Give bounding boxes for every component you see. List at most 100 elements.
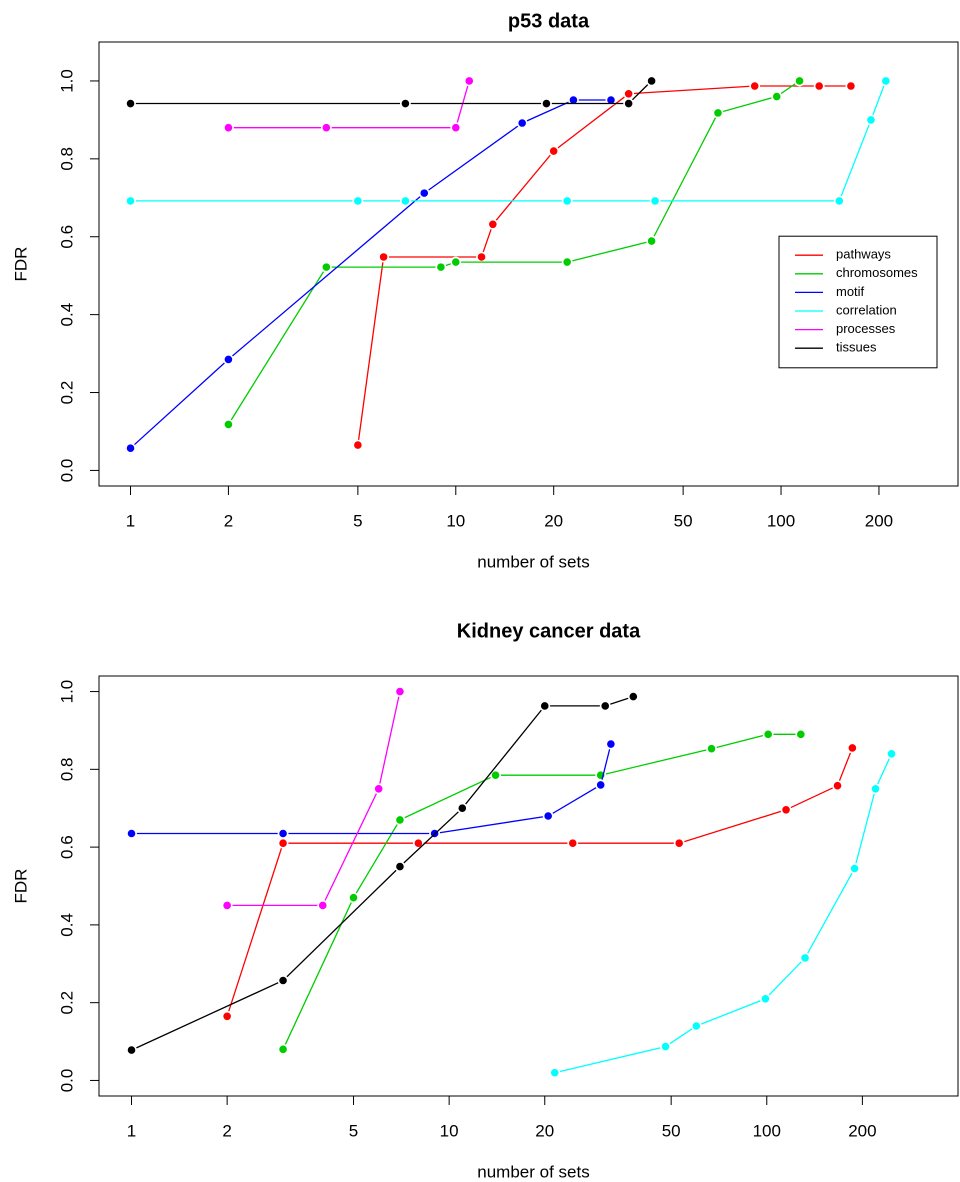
data-point xyxy=(706,743,717,755)
data-point xyxy=(813,80,825,92)
data-point xyxy=(568,94,579,106)
y-tick-label: 0.4 xyxy=(57,913,76,937)
data-point xyxy=(221,900,233,911)
y-tick-label: 1.0 xyxy=(57,69,76,93)
data-point xyxy=(623,88,635,100)
x-axis-label: number of sets xyxy=(477,552,589,571)
x-tick-label: 200 xyxy=(848,1121,876,1140)
data-point xyxy=(348,892,359,904)
data-point xyxy=(549,1067,561,1079)
data-point xyxy=(490,769,501,781)
data-point xyxy=(762,728,774,740)
data-point xyxy=(845,80,857,92)
legend-label: motif xyxy=(836,284,865,299)
x-tick-label: 100 xyxy=(753,1121,781,1140)
data-point xyxy=(399,195,411,207)
data-point xyxy=(771,91,783,102)
data-point xyxy=(646,235,658,247)
data-point xyxy=(476,251,487,263)
data-point xyxy=(378,251,390,263)
data-point xyxy=(412,837,424,849)
legend-label: pathways xyxy=(836,247,891,262)
series-line xyxy=(131,743,612,835)
data-point xyxy=(399,98,411,109)
x-tick-label: 1 xyxy=(126,511,135,530)
y-tick-label: 0.2 xyxy=(57,991,76,1015)
data-point xyxy=(352,439,364,451)
data-point xyxy=(418,187,430,199)
x-tick-label: 5 xyxy=(349,1121,358,1140)
y-tick-label: 0.0 xyxy=(57,1069,76,1093)
data-point xyxy=(394,861,406,872)
data-point xyxy=(277,1043,289,1055)
x-tick-label: 200 xyxy=(865,511,893,530)
data-point xyxy=(542,810,554,822)
x-tick-label: 2 xyxy=(224,511,233,530)
data-point xyxy=(605,94,617,106)
data-point xyxy=(277,837,289,849)
legend-label: correlation xyxy=(836,302,897,317)
data-point xyxy=(126,1044,137,1056)
data-point xyxy=(277,975,289,986)
plot-box xyxy=(98,675,959,1097)
data-point xyxy=(795,728,807,740)
series-line xyxy=(227,80,800,425)
data-point xyxy=(541,98,552,109)
x-tick-label: 100 xyxy=(767,511,795,530)
legend-label: chromosomes xyxy=(836,265,918,280)
y-tick-label: 0.0 xyxy=(57,459,76,483)
data-point xyxy=(886,748,897,760)
series-line xyxy=(357,85,851,446)
series-line xyxy=(554,753,893,1074)
data-point xyxy=(673,837,685,849)
data-point xyxy=(749,80,761,92)
data-point xyxy=(125,195,136,207)
data-point xyxy=(223,419,234,430)
data-point xyxy=(623,98,635,109)
data-point xyxy=(849,863,860,874)
data-point xyxy=(595,779,607,791)
data-point xyxy=(320,122,332,134)
data-point xyxy=(394,814,406,826)
data-point xyxy=(223,354,234,365)
data-point xyxy=(799,952,811,964)
legend-box xyxy=(778,235,938,369)
y-tick-label: 0.6 xyxy=(57,835,76,859)
y-tick-label: 0.4 xyxy=(57,303,76,327)
data-point xyxy=(221,1010,233,1022)
data-point xyxy=(394,686,406,697)
series-line xyxy=(130,99,611,449)
data-point xyxy=(435,261,447,273)
data-point xyxy=(846,742,858,754)
chart-title: Kidney cancer data xyxy=(457,620,641,642)
data-point xyxy=(605,738,617,750)
data-point xyxy=(690,1020,702,1032)
data-point xyxy=(548,145,560,157)
x-tick-label: 10 xyxy=(440,1121,459,1140)
data-point xyxy=(125,442,136,454)
data-point xyxy=(833,195,845,207)
data-point xyxy=(126,828,137,839)
y-tick-label: 0.8 xyxy=(57,147,76,171)
legend-label: tissues xyxy=(836,340,877,355)
x-tick-label: 2 xyxy=(222,1121,231,1140)
series-line xyxy=(226,747,854,1017)
data-point xyxy=(539,700,551,712)
data-point xyxy=(450,256,462,268)
x-tick-label: 1 xyxy=(127,1121,136,1140)
y-tick-label: 1.0 xyxy=(57,680,76,704)
y-tick-label: 0.8 xyxy=(57,758,76,782)
data-point xyxy=(317,900,329,911)
y-axis-label: FDR xyxy=(11,247,30,282)
x-axis-label: number of sets xyxy=(477,1162,589,1181)
x-tick-label: 10 xyxy=(446,511,465,530)
data-point xyxy=(660,1041,671,1053)
x-tick-label: 50 xyxy=(674,511,693,530)
data-point xyxy=(456,802,468,814)
x-tick-label: 20 xyxy=(535,1121,554,1140)
y-tick-label: 0.6 xyxy=(57,225,76,249)
legend-label: processes xyxy=(836,321,896,336)
data-point xyxy=(780,804,792,816)
series-line xyxy=(227,691,401,907)
